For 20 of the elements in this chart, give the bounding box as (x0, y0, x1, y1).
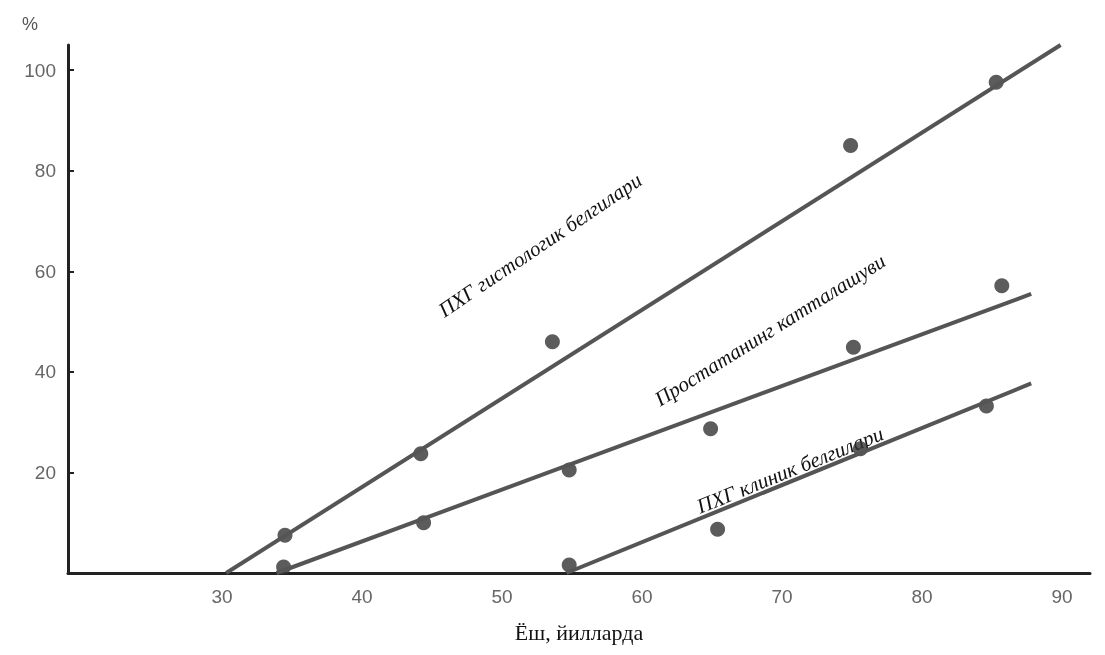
y-tick-label: 40 (34, 361, 56, 383)
x-tick-label: 90 (1051, 586, 1073, 607)
x-axis-title: Ёш, йилларда (514, 619, 644, 645)
y-axis-title: % (21, 14, 38, 34)
point (544, 334, 560, 350)
x-tick-label: 50 (491, 586, 513, 607)
x-tick-label: 80 (911, 586, 933, 607)
y-tick-label: 60 (34, 260, 56, 282)
x-tick-label: 70 (771, 586, 793, 607)
x-tick-label: 40 (351, 586, 373, 607)
point (710, 521, 726, 537)
point (843, 138, 859, 154)
x-tick-label: 30 (211, 586, 233, 607)
point (703, 421, 719, 437)
y-tick-label: 20 (34, 461, 56, 483)
point (845, 339, 861, 355)
y-tick-label: 80 (34, 160, 56, 182)
x-tick-label: 60 (631, 586, 653, 607)
y-tick-label: 100 (24, 59, 56, 81)
point (994, 278, 1010, 294)
